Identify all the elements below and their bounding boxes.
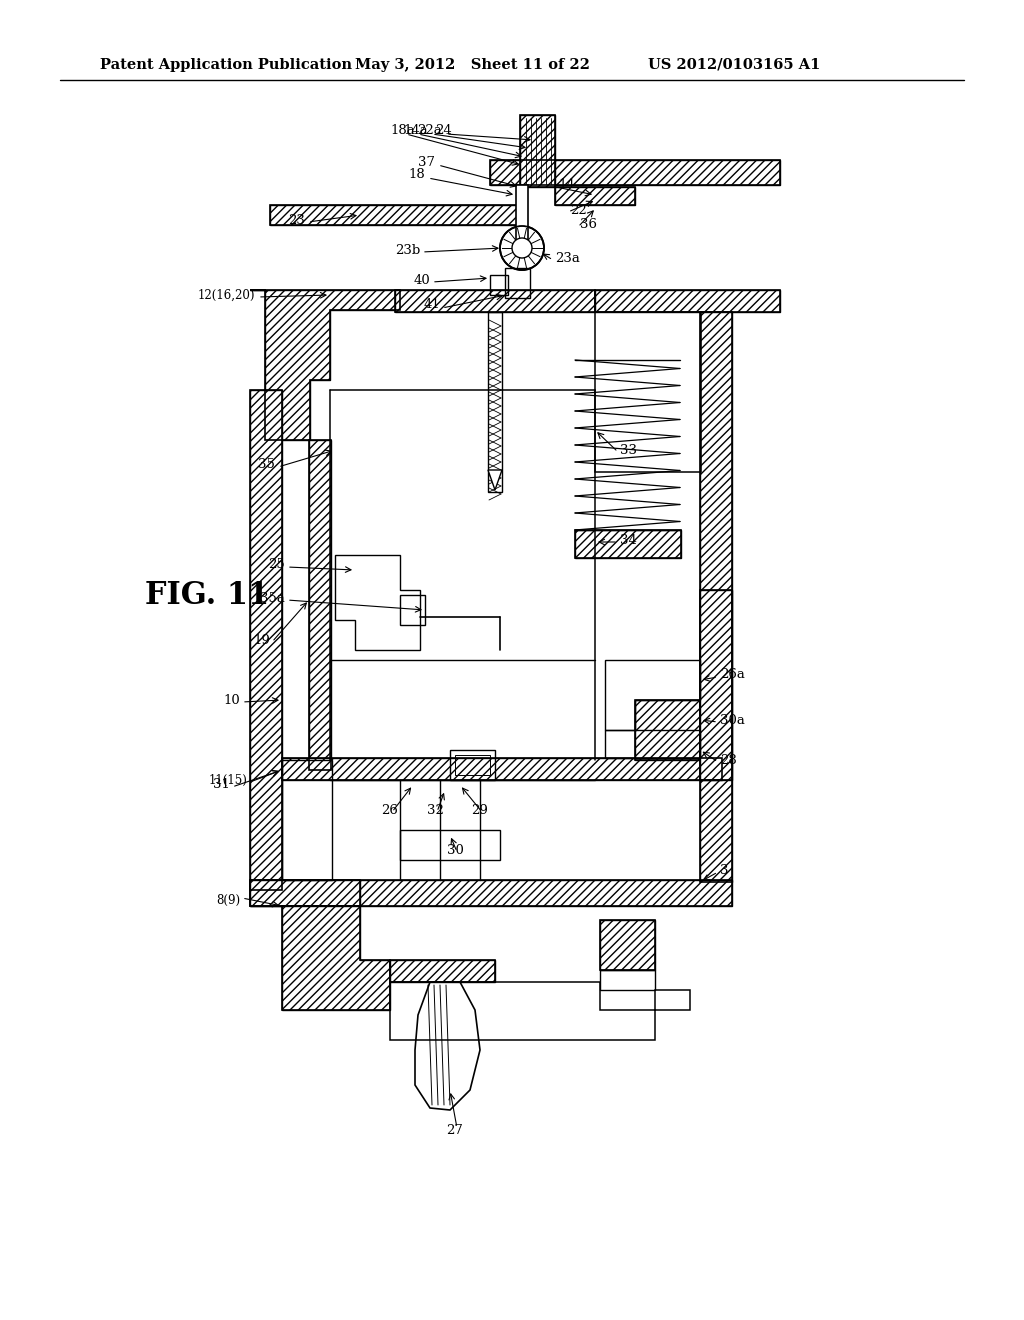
Bar [282,758,722,780]
Bar [400,595,425,624]
Bar [600,920,655,970]
Bar [555,187,635,205]
Text: 35a: 35a [260,591,285,605]
Bar [555,187,635,205]
Bar [282,758,722,780]
Text: 14a: 14a [403,124,428,136]
Polygon shape [250,290,400,440]
Bar [490,275,508,294]
Text: 14: 14 [558,178,574,191]
Bar [600,920,655,970]
Text: 8(9): 8(9) [216,894,240,907]
Text: 34: 34 [620,533,637,546]
Text: 30: 30 [446,843,464,857]
Bar [575,531,681,558]
Text: 24: 24 [435,124,453,136]
Text: 11(15): 11(15) [209,774,248,787]
Text: 23b: 23b [394,243,420,256]
Text: 26: 26 [382,804,398,817]
Bar [635,700,700,760]
Bar [595,290,780,312]
Bar [605,730,700,758]
Text: 28: 28 [720,754,736,767]
Bar [516,185,528,249]
Bar [700,590,732,780]
Text: 18: 18 [409,169,425,181]
Bar [600,970,655,990]
Circle shape [512,238,532,257]
Text: 3: 3 [720,863,728,876]
Bar [270,205,525,224]
Text: 32: 32 [427,804,443,817]
Bar [700,312,732,882]
Text: 37: 37 [418,156,435,169]
Bar [520,115,555,187]
Text: 35: 35 [258,458,275,471]
Text: 23a: 23a [555,252,580,264]
Bar [450,750,495,780]
Polygon shape [282,906,390,1010]
Text: 41: 41 [423,298,440,312]
Text: May 3, 2012   Sheet 11 of 22: May 3, 2012 Sheet 11 of 22 [355,58,590,73]
Polygon shape [488,470,502,490]
Text: 23: 23 [288,214,305,227]
Bar [309,440,331,760]
Text: 29: 29 [472,804,488,817]
Bar [400,830,500,861]
Bar [505,268,530,298]
Text: 18a: 18a [390,124,416,136]
Text: 36: 36 [580,219,597,231]
Bar [390,960,495,982]
Text: US 2012/0103165 A1: US 2012/0103165 A1 [648,58,820,73]
Bar [270,205,525,224]
Text: Patent Application Publication: Patent Application Publication [100,58,352,73]
Bar [455,755,490,775]
Bar [488,312,502,492]
Text: 12(16,20): 12(16,20) [198,289,255,301]
Polygon shape [490,160,780,185]
Text: 40: 40 [414,273,430,286]
Text: 10: 10 [223,693,240,706]
Bar [390,960,495,982]
Bar [700,590,732,780]
Bar [250,389,282,890]
Bar [700,312,732,882]
Circle shape [500,226,544,271]
Bar [575,531,681,558]
Text: 19: 19 [253,634,270,647]
Text: 25: 25 [268,558,285,572]
Text: 30a: 30a [720,714,744,726]
Text: 31: 31 [213,779,230,792]
Polygon shape [250,880,360,906]
Bar [395,290,595,312]
Text: 33: 33 [620,444,637,457]
Bar [250,880,732,906]
Bar [635,700,700,760]
Bar [395,290,595,312]
Bar [250,389,282,890]
Bar [595,290,780,312]
Text: 22: 22 [570,203,587,216]
Text: 26a: 26a [720,668,744,681]
Bar [309,440,331,770]
Text: 27: 27 [446,1123,464,1137]
Bar [250,880,732,906]
Bar [595,312,701,473]
Text: 22a: 22a [418,124,442,136]
Bar [282,760,332,880]
Bar [520,115,555,187]
Text: FIG. 11: FIG. 11 [145,579,269,610]
